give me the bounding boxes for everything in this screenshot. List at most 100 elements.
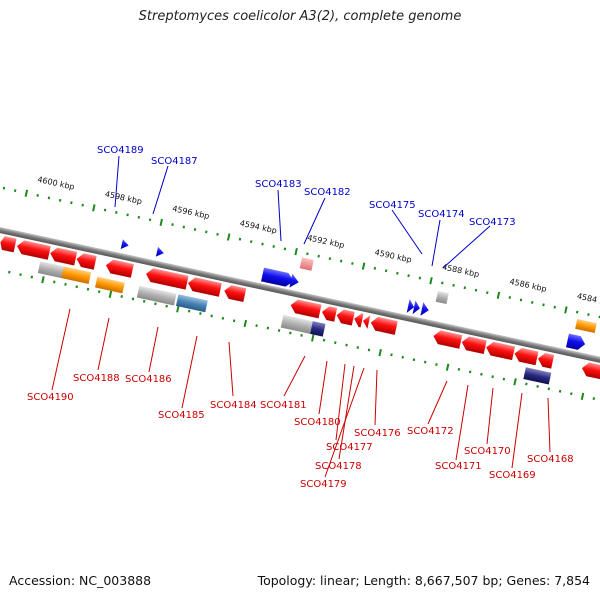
feature-orange-a[interactable]	[61, 266, 92, 284]
gene-label[interactable]: SCO4168	[527, 454, 574, 465]
gene-label[interactable]: SCO4184	[210, 400, 257, 411]
scale-label: 4586 kbp	[509, 277, 548, 294]
gene-label[interactable]: SCO4181	[260, 400, 307, 411]
ruler-dot	[187, 309, 191, 313]
map-title: Streptomyces coelicolor A3(2), complete …	[138, 9, 462, 24]
gene-red-a[interactable]	[49, 246, 78, 266]
gene-label[interactable]: SCO4170	[464, 446, 511, 457]
feature-grey-c[interactable]	[280, 314, 313, 334]
gene-label[interactable]: SCO4177	[326, 442, 373, 453]
gene-label[interactable]: SCO4182	[304, 187, 351, 198]
gene-sco4177[interactable]	[353, 312, 364, 328]
gene-red-b[interactable]	[75, 252, 97, 270]
gene-sco4182[interactable]	[299, 257, 314, 271]
ruler-major-tick	[513, 378, 517, 386]
gene-label[interactable]: SCO4173	[469, 217, 516, 228]
feature-grey-b[interactable]	[136, 285, 177, 306]
gene-sco4183b[interactable]	[289, 273, 300, 289]
gene-label[interactable]: SCO4179	[300, 479, 347, 490]
ruler-major-tick	[580, 392, 585, 401]
gene-red-c[interactable]	[537, 352, 555, 369]
gene-sco4171[interactable]	[460, 335, 487, 355]
ruler-dot	[553, 305, 556, 309]
gene-label[interactable]: SCO4185	[158, 410, 205, 421]
ruler-dot	[193, 228, 197, 231]
gene-label[interactable]: SCO4187	[151, 156, 198, 167]
gene-sco4176[interactable]	[369, 316, 398, 335]
ruler-dot	[587, 313, 590, 316]
ruler-dot	[435, 363, 438, 366]
gene-sco4183[interactable]	[261, 267, 295, 288]
ruler-dot	[558, 389, 562, 393]
feature-orange-right[interactable]	[575, 319, 597, 334]
gene-label[interactable]: SCO4188	[73, 373, 120, 384]
gene-sco4173[interactable]	[435, 290, 449, 305]
gene-sco4181[interactable]	[289, 298, 322, 319]
gene-label[interactable]: SCO4183	[255, 179, 302, 190]
gene-forward-right[interactable]	[566, 333, 587, 351]
feature-navy[interactable]	[310, 321, 326, 337]
ruler-major-tick	[429, 277, 433, 285]
gene-label[interactable]: SCO4169	[489, 470, 536, 481]
gene-label[interactable]: SCO4178	[315, 461, 362, 472]
gene-sco4186[interactable]	[145, 267, 189, 290]
feature-steel[interactable]	[175, 294, 208, 313]
ruler-dot	[289, 331, 292, 335]
ruler-dot	[468, 370, 472, 374]
ruler-dot	[171, 223, 174, 227]
scale-label: 4584 kbp	[576, 292, 600, 309]
ruler-major-tick	[24, 189, 29, 197]
ruler-major-tick	[159, 218, 163, 227]
ruler-dot	[283, 247, 287, 251]
ruler-dot	[131, 297, 135, 301]
gene-label[interactable]: SCO4190	[27, 392, 74, 403]
ruler-dot	[491, 375, 494, 379]
ruler-major-tick	[361, 262, 366, 270]
gene-sco4172[interactable]	[432, 329, 463, 349]
feature-orange-b[interactable]	[95, 276, 125, 294]
gene-sco4175b[interactable]	[412, 300, 422, 315]
gene-label[interactable]: SCO4171	[435, 461, 482, 472]
gene-label[interactable]: SCO4172	[407, 426, 454, 437]
gene-label[interactable]: SCO4176	[354, 428, 401, 439]
ruler-dot	[86, 287, 90, 291]
ruler-major-tick	[243, 319, 248, 328]
gene-sco4169[interactable]	[513, 347, 539, 366]
gene-sco4188[interactable]	[104, 258, 134, 278]
gene-sco4179[interactable]	[362, 314, 371, 329]
ruler-dot	[148, 218, 152, 222]
gene-sco4175[interactable]	[406, 299, 416, 314]
feature-navy-striped[interactable]	[523, 367, 552, 385]
ruler-dot	[2, 186, 6, 190]
gene-sco4189[interactable]	[120, 239, 130, 250]
ruler-dot	[345, 343, 348, 347]
gene-label[interactable]: SCO4180	[294, 417, 341, 428]
gene-label[interactable]: SCO4189	[97, 145, 144, 156]
scale-label: 4594 kbp	[239, 219, 278, 236]
gene-sco4174[interactable]	[420, 302, 430, 317]
ruler-dot	[232, 319, 236, 323]
gene-sco4184[interactable]	[223, 284, 247, 303]
feature-grey-a[interactable]	[37, 261, 66, 279]
ruler-dot	[351, 262, 354, 265]
ruler-dot	[221, 316, 225, 320]
ruler-major-tick	[564, 306, 568, 314]
ruler-dot	[30, 275, 34, 279]
ruler-dot	[58, 198, 62, 202]
gene-sco4170[interactable]	[485, 341, 516, 361]
gene-sco4185[interactable]	[187, 276, 222, 297]
gene-sco4187[interactable]	[155, 246, 165, 258]
ruler-dot	[367, 348, 371, 352]
gene-sco4180[interactable]	[320, 305, 338, 322]
gene-red-right[interactable]	[580, 361, 600, 380]
gene-label[interactable]: SCO4186	[125, 374, 172, 385]
ruler-dot	[530, 300, 534, 304]
gene-label[interactable]: SCO4174	[418, 209, 465, 220]
gene-label[interactable]: SCO4175	[369, 200, 416, 211]
ruler-dot	[480, 372, 483, 376]
gene-sco4190b[interactable]	[16, 239, 51, 260]
gene-sco4178[interactable]	[335, 308, 355, 326]
ruler-dot	[508, 296, 512, 299]
gene-sco4190[interactable]	[0, 236, 17, 253]
ruler-dot	[542, 303, 545, 307]
